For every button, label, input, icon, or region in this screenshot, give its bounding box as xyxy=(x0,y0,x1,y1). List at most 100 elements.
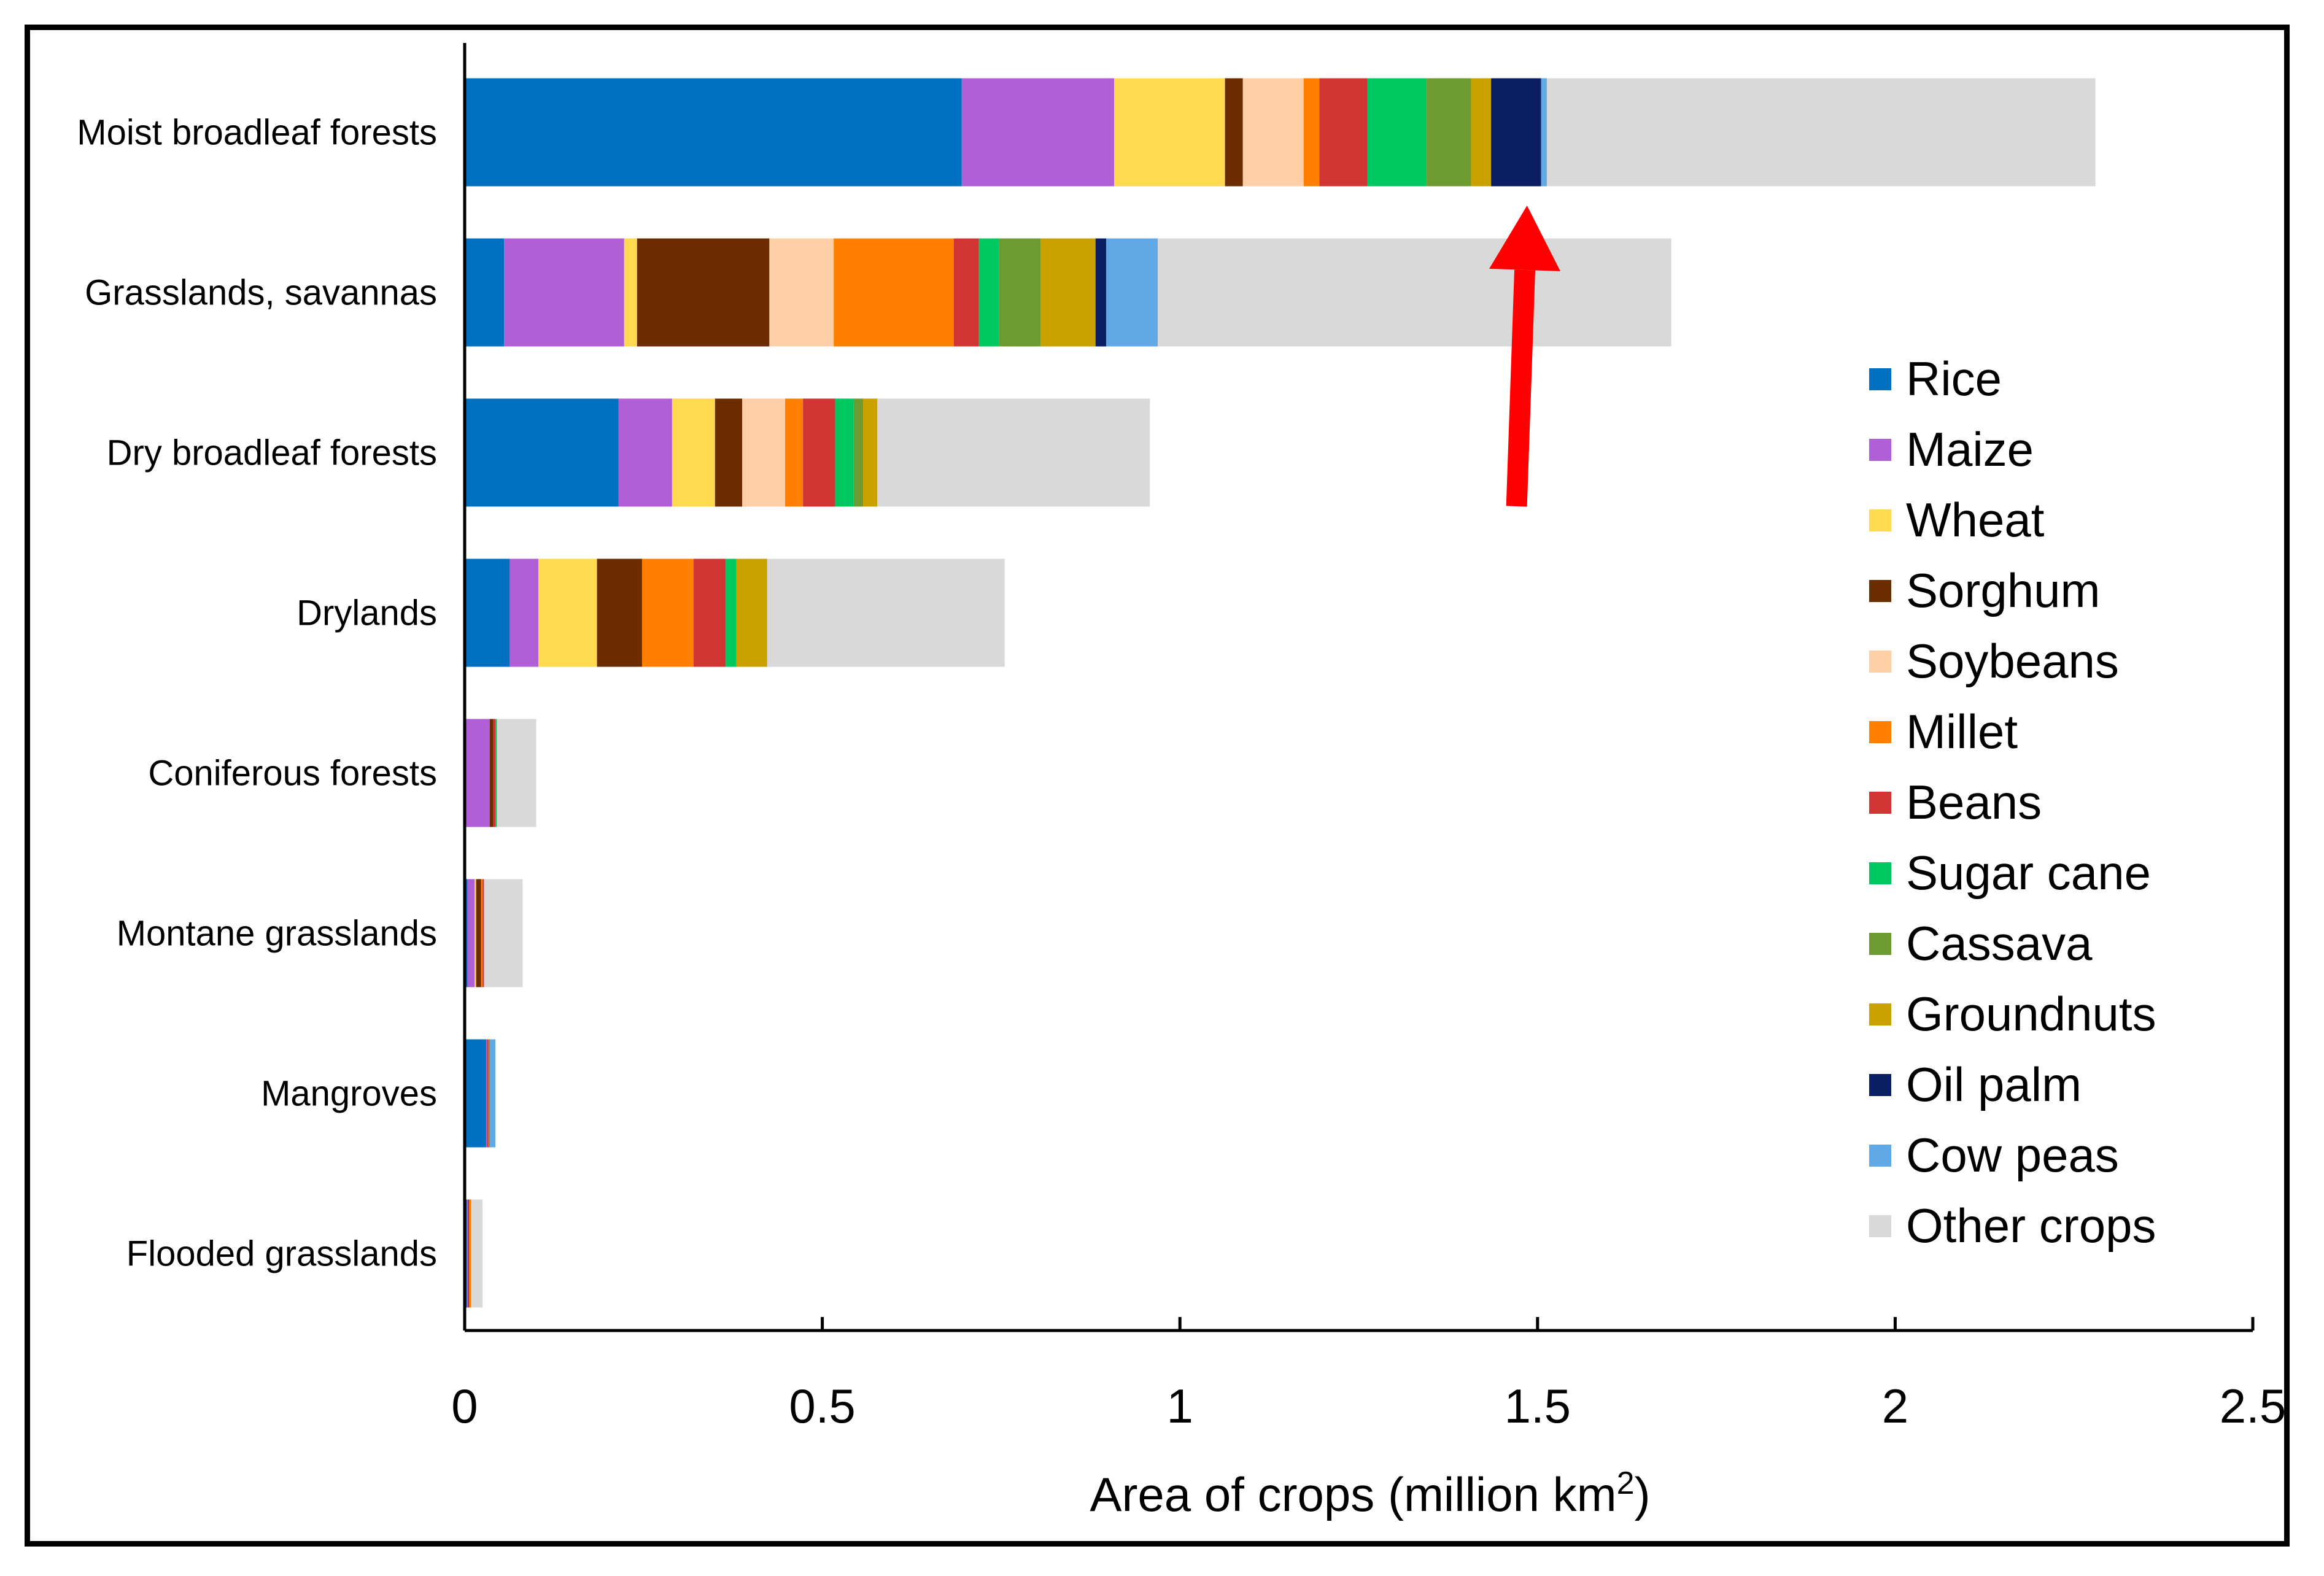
bar-segment-montane-grasslands-other-crops xyxy=(484,879,523,987)
legend-label-oil-palm: Oil palm xyxy=(1906,1057,2082,1111)
bar-segment-moist-broadleaf-forests-cassava xyxy=(1427,78,1471,187)
legend-swatch-cow-peas xyxy=(1869,1145,1891,1167)
annotation-group xyxy=(1489,206,1560,507)
bar-segment-grasslands-savannas-rice xyxy=(465,238,505,347)
legend-swatch-other-crops xyxy=(1869,1215,1891,1237)
category-label-moist-broadleaf-forests: Moist broadleaf forests xyxy=(77,113,437,153)
bar-segment-grasslands-savannas-beans xyxy=(953,238,979,347)
bar-segment-grasslands-savannas-wheat xyxy=(624,238,637,347)
bar-segment-dry-broadleaf-forests-sugar-cane xyxy=(835,398,854,507)
category-label-coniferous-forests: Coniferous forests xyxy=(148,754,437,794)
bar-segment-mangroves-cow-peas xyxy=(489,1039,496,1148)
bar-segment-montane-grasslands-wheat xyxy=(474,879,476,987)
bar-segment-moist-broadleaf-forests-groundnuts xyxy=(1471,78,1492,187)
legend-item-millet: Millet xyxy=(1869,705,2018,759)
legend-label-wheat: Wheat xyxy=(1906,493,2045,547)
legend-swatch-beans xyxy=(1869,792,1891,814)
bar-segment-grasslands-savannas-sorghum xyxy=(637,238,770,347)
bar-segment-flooded-grasslands-maize xyxy=(467,1199,468,1308)
bar-segment-mangroves-maize xyxy=(486,1039,488,1148)
legend-label-sugar-cane: Sugar cane xyxy=(1906,846,2151,900)
bar-segment-moist-broadleaf-forests-sugar-cane xyxy=(1367,78,1427,187)
category-labels: Moist broadleaf forests Grasslands, savan… xyxy=(77,113,437,1274)
bar-segment-coniferous-forests-other-crops xyxy=(497,719,536,827)
bar-segment-grasslands-savannas-sugar-cane xyxy=(978,238,999,347)
bar-segment-moist-broadleaf-forests-beans xyxy=(1319,78,1368,187)
legend-label-rice: Rice xyxy=(1906,352,2002,406)
legend-label-beans: Beans xyxy=(1906,775,2042,829)
bar-segment-coniferous-forests-sugar-cane xyxy=(495,719,497,827)
x-axis-title-main: Area of crops (million km xyxy=(1090,1467,1616,1521)
x-axis-title-suffix: ) xyxy=(1635,1467,1651,1521)
legend-swatch-oil-palm xyxy=(1869,1074,1891,1096)
bar-segment-mangroves-sorghum xyxy=(487,1039,489,1148)
legend: Rice Maize Wheat Sorghum Soybeans Millet Beans… xyxy=(1869,352,2156,1253)
x-tick-label-1: 0.5 xyxy=(789,1379,855,1433)
bar-segment-moist-broadleaf-forests-oil-palm xyxy=(1491,78,1541,187)
bar-segment-moist-broadleaf-forests-cow-peas xyxy=(1541,78,1547,187)
legend-label-groundnuts: Groundnuts xyxy=(1906,987,2156,1041)
bar-segment-drylands-rice xyxy=(465,558,510,667)
bar-segment-mangroves-rice xyxy=(465,1039,486,1148)
category-label-mangroves: Mangroves xyxy=(261,1074,437,1114)
category-label-drylands: Drylands xyxy=(296,593,437,633)
bar-segment-moist-broadleaf-forests-maize xyxy=(961,78,1115,187)
x-tick-label-5: 2.5 xyxy=(2220,1379,2286,1433)
legend-swatch-rice xyxy=(1869,368,1891,390)
legend-swatch-maize xyxy=(1869,439,1891,461)
bar-segment-grasslands-savannas-oil-palm xyxy=(1095,238,1107,347)
category-label-grasslands-savannas: Grasslands, savannas xyxy=(85,273,437,313)
legend-item-rice: Rice xyxy=(1869,352,2002,406)
bar-segment-drylands-millet xyxy=(641,558,694,667)
bar-segment-dry-broadleaf-forests-wheat xyxy=(672,398,715,507)
bar-segment-montane-grasslands-millet xyxy=(481,879,483,987)
legend-label-cow-peas: Cow peas xyxy=(1906,1128,2119,1182)
bar-segment-drylands-maize xyxy=(509,558,539,667)
axes-group xyxy=(463,43,2255,1332)
legend-item-soybeans: Soybeans xyxy=(1869,634,2119,688)
x-tick-label-4: 2 xyxy=(1882,1379,1908,1433)
bar-row-moist-broadleaf-forests xyxy=(465,78,2096,187)
bar-segment-dry-broadleaf-forests-cassava xyxy=(853,398,864,507)
bar-segment-drylands-beans xyxy=(693,558,726,667)
bar-segment-dry-broadleaf-forests-millet xyxy=(785,398,804,507)
annotation-arrow-shaft-0 xyxy=(1506,269,1536,507)
annotation-arrow-head-0 xyxy=(1489,206,1560,271)
bar-segment-grasslands-savannas-other-crops xyxy=(1158,238,1671,347)
x-axis-title-superscript: 2 xyxy=(1617,1466,1635,1501)
bar-segment-moist-broadleaf-forests-wheat xyxy=(1114,78,1225,187)
legend-label-millet: Millet xyxy=(1906,705,2018,759)
bar-segment-grasslands-savannas-cow-peas xyxy=(1106,238,1158,347)
bar-row-dry-broadleaf-forests xyxy=(465,398,1150,507)
legend-item-maize: Maize xyxy=(1869,422,2034,476)
bar-segment-dry-broadleaf-forests-other-crops xyxy=(877,398,1150,507)
bar-segment-dry-broadleaf-forests-soybeans xyxy=(742,398,786,507)
bar-segment-dry-broadleaf-forests-maize xyxy=(618,398,672,507)
bar-segment-flooded-grasslands-sorghum xyxy=(468,1199,469,1308)
legend-swatch-groundnuts xyxy=(1869,1003,1891,1026)
bar-segment-montane-grasslands-sorghum xyxy=(476,879,481,987)
bar-segment-moist-broadleaf-forests-rice xyxy=(465,78,962,187)
bar-segment-moist-broadleaf-forests-soybeans xyxy=(1242,78,1304,187)
legend-label-sorghum: Sorghum xyxy=(1906,563,2101,617)
legend-item-wheat: Wheat xyxy=(1869,493,2045,547)
legend-swatch-wheat xyxy=(1869,509,1891,531)
bar-segment-drylands-wheat xyxy=(538,558,597,667)
legend-item-cow-peas: Cow peas xyxy=(1869,1128,2119,1182)
legend-swatch-sorghum xyxy=(1869,580,1891,602)
bar-segment-coniferous-forests-sorghum xyxy=(489,719,494,827)
legend-item-beans: Beans xyxy=(1869,775,2042,829)
bar-segment-grasslands-savannas-cassava xyxy=(999,238,1040,347)
legend-item-groundnuts: Groundnuts xyxy=(1869,987,2156,1041)
bar-segment-flooded-grasslands-other-crops xyxy=(471,1199,483,1308)
bar-segment-dry-broadleaf-forests-sorghum xyxy=(715,398,743,507)
bar-segment-drylands-groundnuts xyxy=(736,558,767,667)
bar-segment-mangroves-millet xyxy=(488,1039,489,1148)
bar-segment-drylands-sorghum xyxy=(597,558,642,667)
bar-segment-moist-broadleaf-forests-sorghum xyxy=(1225,78,1243,187)
x-tick-label-2: 1 xyxy=(1167,1379,1193,1433)
bar-row-drylands xyxy=(465,558,1005,667)
bar-segment-grasslands-savannas-groundnuts xyxy=(1040,238,1096,347)
bar-row-montane-grasslands xyxy=(465,879,523,987)
